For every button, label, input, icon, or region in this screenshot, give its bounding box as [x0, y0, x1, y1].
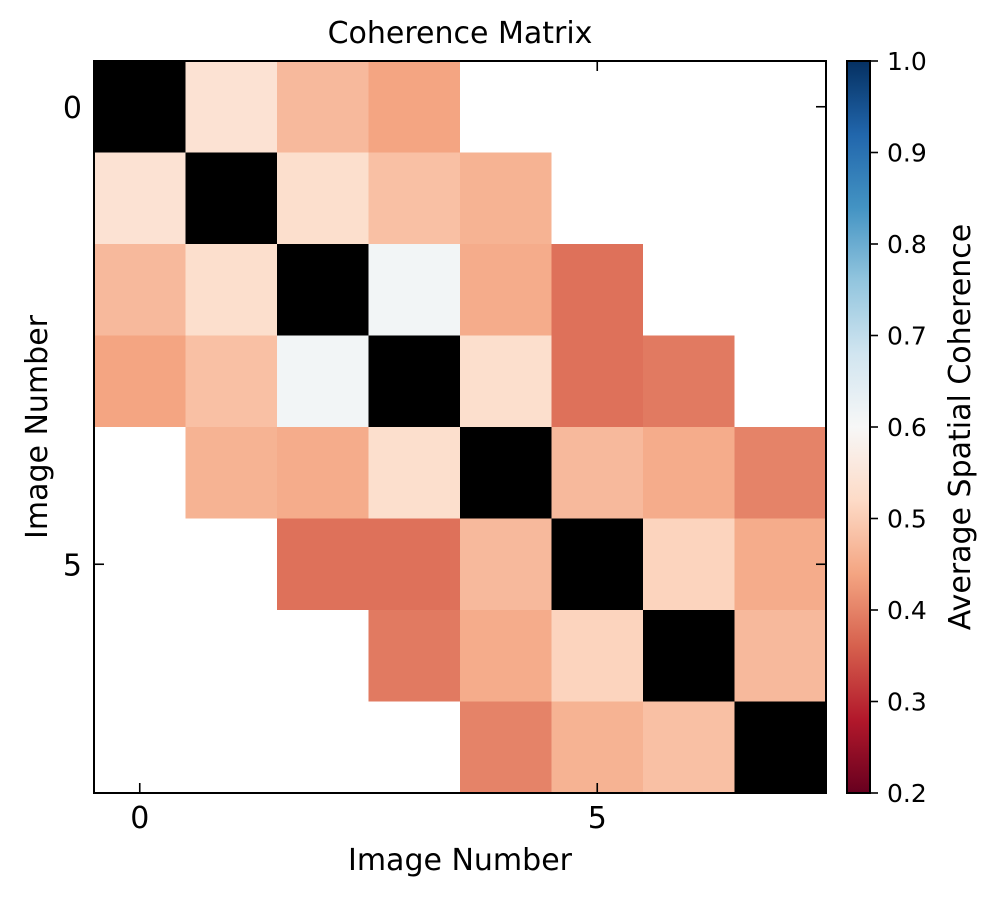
colorbar-tick-label: 0.5 — [887, 505, 927, 534]
heatmap-cell-diagonal — [368, 335, 461, 428]
heatmap-cell-empty — [185, 701, 278, 794]
heatmap-cell — [94, 152, 186, 245]
heatmap-cell-empty — [277, 610, 369, 702]
heatmap-cell — [277, 61, 369, 153]
heatmap-cell-empty — [643, 152, 735, 245]
heatmap-cell-empty — [94, 518, 186, 611]
heatmap-cell — [368, 244, 461, 336]
heatmap-cell — [185, 335, 278, 428]
colorbar-tick-label: 0.2 — [887, 779, 927, 808]
heatmap-cell — [368, 518, 461, 611]
heatmap-cells — [94, 61, 827, 794]
heatmap-cell — [94, 335, 186, 428]
heatmap-cell — [734, 518, 827, 611]
heatmap-cell-diagonal — [185, 152, 278, 245]
heatmap-cell — [551, 244, 644, 336]
heatmap-cell-empty — [734, 335, 827, 428]
heatmap-cell — [643, 427, 735, 519]
y-tick-label: 0 — [63, 91, 82, 126]
heatmap-cell — [368, 427, 461, 519]
heatmap-cell — [368, 152, 461, 245]
colorbar-tick-label: 0.7 — [887, 322, 927, 351]
colorbar-tick-label: 0.6 — [887, 413, 927, 442]
heatmap-cell-empty — [734, 244, 827, 336]
heatmap-cell-diagonal — [643, 610, 735, 702]
heatmap-cell — [277, 427, 369, 519]
heatmap-cell — [643, 335, 735, 428]
heatmap-cell-diagonal — [734, 701, 827, 794]
heatmap-cell-empty — [460, 61, 552, 153]
heatmap-cell — [460, 335, 552, 428]
heatmap-cell-empty — [185, 610, 278, 702]
colorbar-ticks: 0.2 0.3 0.4 0.5 0.6 0.7 0.8 0.9 1.0 — [870, 47, 927, 808]
heatmap-cell-empty — [551, 152, 644, 245]
heatmap-cell-empty — [94, 610, 186, 702]
heatmap-cell — [277, 152, 369, 245]
heatmap-cell — [551, 610, 644, 702]
heatmap-cell-diagonal — [94, 61, 186, 153]
heatmap-cell — [460, 610, 552, 702]
x-axis-label: Image Number — [348, 843, 573, 878]
heatmap-cell-diagonal — [277, 244, 369, 336]
heatmap-cell — [368, 61, 461, 153]
heatmap-cell — [185, 427, 278, 519]
heatmap-cell-empty — [94, 701, 186, 794]
heatmap-cell — [551, 335, 644, 428]
heatmap-cell-empty — [94, 427, 186, 519]
heatmap-cell — [94, 244, 186, 336]
y-tick-label: 5 — [63, 548, 82, 583]
heatmap-cell — [460, 701, 552, 794]
heatmap-cell — [643, 518, 735, 611]
colorbar: 0.2 0.3 0.4 0.5 0.6 0.7 0.8 0.9 1.0 Average Spat… — [846, 47, 978, 808]
heatmap-cell — [460, 152, 552, 245]
heatmap-cell — [277, 335, 369, 428]
heatmap-cell-empty — [277, 701, 369, 794]
heatmap-cell-empty — [368, 701, 461, 794]
heatmap-cell — [460, 244, 552, 336]
colorbar-tick-label: 0.3 — [887, 688, 927, 717]
heatmap-cell — [185, 61, 278, 153]
colorbar-tick-label: 0.4 — [887, 596, 927, 625]
y-axis-label: Image Number — [20, 314, 55, 539]
colorbar-tick-label: 1.0 — [887, 47, 927, 76]
heatmap-cell — [551, 701, 644, 794]
heatmap-cell-empty — [551, 61, 644, 153]
heatmap-cell-empty — [185, 518, 278, 611]
heatmap-cell — [734, 610, 827, 702]
colorbar-tick-label: 0.8 — [887, 230, 927, 259]
x-tick-label: 5 — [588, 801, 607, 836]
colorbar-tick-label: 0.9 — [887, 139, 927, 168]
plot-frame — [93, 60, 827, 794]
heatmap-cell — [551, 427, 644, 519]
heatmap-cell — [643, 701, 735, 794]
heatmap-cell-diagonal — [551, 518, 644, 611]
axis-ticks: 0 5 0 5 — [63, 61, 826, 836]
heatmap-cell — [277, 518, 369, 611]
heatmap-cell — [368, 610, 461, 702]
heatmap-cell-empty — [643, 244, 735, 336]
heatmap-cell — [185, 244, 278, 336]
chart-title: Coherence Matrix — [328, 16, 593, 51]
colorbar-label: Average Spatial Coherence — [943, 224, 978, 630]
colorbar-gradient — [846, 60, 871, 794]
heatmap-cell-empty — [643, 61, 735, 153]
heatmap-cell-diagonal — [460, 427, 552, 519]
heatmap-cell — [460, 518, 552, 611]
heatmap-cell-empty — [734, 152, 827, 245]
heatmap-cell — [734, 427, 827, 519]
x-tick-label: 0 — [130, 801, 149, 836]
heatmap-cell-empty — [734, 61, 827, 153]
